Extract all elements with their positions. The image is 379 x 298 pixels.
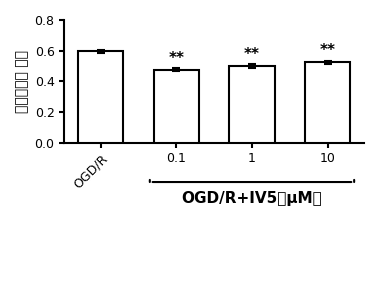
Text: OGD/R+IV5（μM）: OGD/R+IV5（μM） [182,191,323,206]
Y-axis label: 乳酸脱氢酶 出率: 乳酸脱氢酶 出率 [15,50,29,113]
Text: **: ** [244,47,260,62]
Text: **: ** [319,44,336,58]
Bar [153,70,199,143]
Text: **: ** [168,51,184,66]
Bar [305,62,350,143]
Bar [229,66,275,143]
Bar [78,52,123,143]
